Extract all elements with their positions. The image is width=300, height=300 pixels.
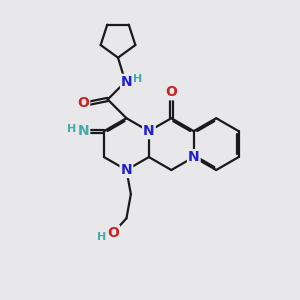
- Text: O: O: [165, 85, 177, 99]
- Text: N: N: [143, 124, 155, 138]
- Text: H: H: [97, 232, 106, 242]
- Text: O: O: [107, 226, 119, 240]
- Text: H: H: [67, 124, 76, 134]
- Text: N: N: [121, 75, 133, 89]
- Text: O: O: [77, 96, 89, 110]
- Text: N: N: [121, 163, 132, 177]
- Text: H: H: [133, 74, 142, 84]
- Text: N: N: [78, 124, 89, 138]
- Text: N: N: [188, 150, 200, 164]
